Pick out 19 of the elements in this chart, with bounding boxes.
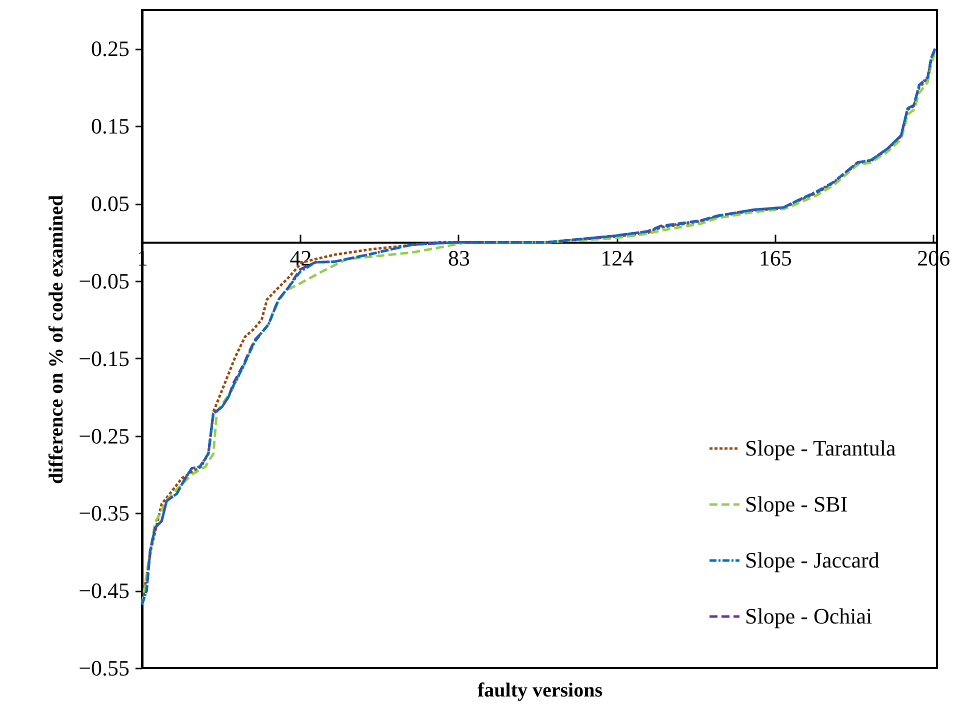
y-tick-label: −0.15 — [78, 346, 130, 371]
legend-label: Slope - Tarantula — [745, 436, 896, 460]
x-axis-title: faulty versions — [478, 680, 603, 702]
y-tick-label: −0.45 — [78, 578, 130, 604]
y-tick-label: 0.25 — [91, 36, 130, 62]
y-tick-label: −0.25 — [78, 423, 130, 448]
x-tick-label: 124 — [600, 246, 634, 271]
y-tick-label: −0.05 — [78, 268, 130, 294]
legend-label: Slope - Jaccard — [745, 548, 880, 572]
x-tick-label: 42 — [290, 246, 312, 271]
y-tick-label: −0.35 — [78, 500, 130, 526]
y-tick-label: 0.05 — [91, 191, 130, 216]
y-tick-label: −0.55 — [78, 656, 130, 680]
y-tick-label: 0.15 — [91, 114, 130, 139]
x-tick-label: 83 — [448, 246, 470, 271]
x-tick-label: 165 — [758, 246, 792, 271]
y-axis-title: difference on % of code examined — [46, 194, 68, 484]
legend-label: Slope - Ochiai — [745, 604, 872, 628]
legend-label: Slope - SBI — [745, 492, 848, 516]
